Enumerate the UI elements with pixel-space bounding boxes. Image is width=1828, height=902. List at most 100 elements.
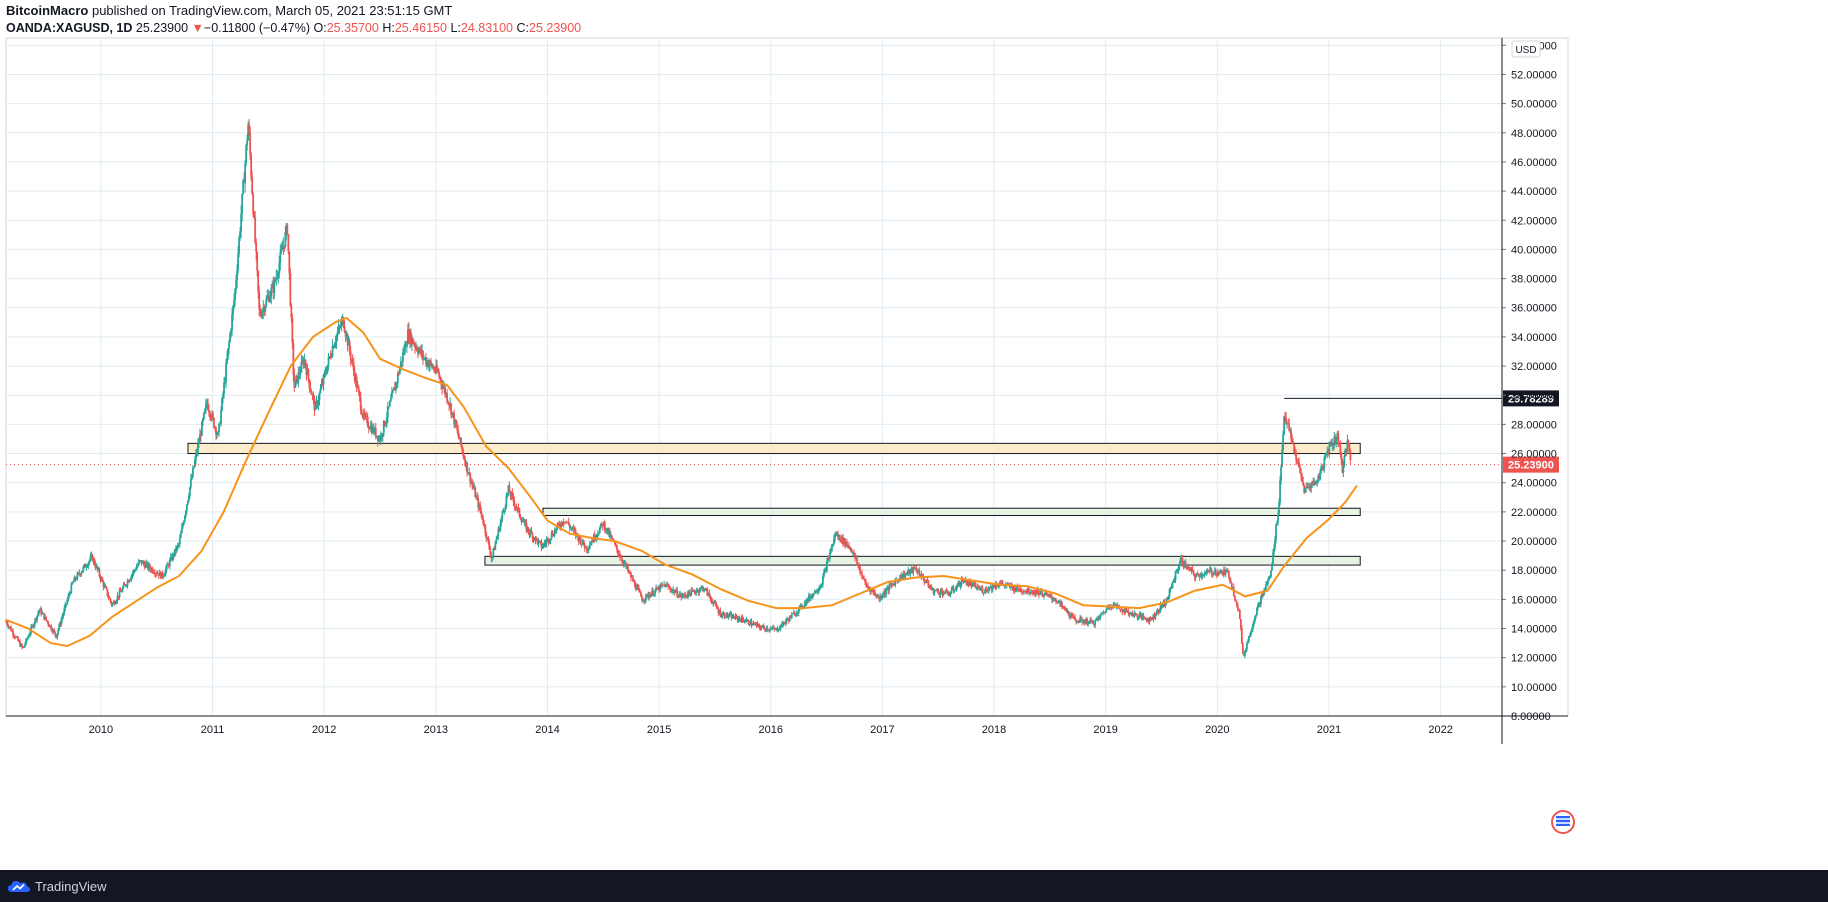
candle-body: [1170, 587, 1173, 589]
candle-body: [1137, 616, 1140, 618]
candle-body: [89, 556, 92, 561]
candle-body: [1217, 571, 1220, 574]
candle-body: [256, 252, 259, 271]
candle-body: [742, 619, 745, 622]
candle-body: [1325, 453, 1328, 455]
candle-body: [409, 331, 411, 342]
y-tick-label: 52.00000: [1511, 69, 1557, 81]
candle-body: [849, 547, 851, 549]
candle-body: [1067, 611, 1069, 613]
candle-body: [15, 637, 17, 638]
author-name[interactable]: BitcoinMacro: [6, 3, 89, 18]
candle-body: [74, 577, 77, 580]
candle-body: [628, 570, 630, 572]
candle-body: [36, 615, 39, 621]
candle-body: [546, 538, 549, 541]
candle-body: [526, 527, 529, 531]
candle-body: [1128, 612, 1131, 615]
candle-body: [1168, 589, 1171, 597]
candle-body: [738, 618, 741, 620]
candle-body: [958, 581, 961, 587]
candle-body: [1255, 614, 1257, 617]
candle-body: [459, 437, 462, 440]
candle-body: [852, 552, 854, 554]
candle-body: [552, 535, 555, 537]
candle-body: [242, 180, 245, 194]
candle-body: [167, 564, 170, 567]
candle-body: [700, 587, 703, 589]
candle-body: [354, 376, 357, 381]
candle-body: [948, 594, 951, 596]
candle-body: [907, 569, 910, 573]
candle-body: [141, 561, 144, 564]
candle-body: [989, 585, 992, 589]
candle-body: [375, 435, 378, 437]
candle-body: [443, 386, 445, 388]
candle-body: [1348, 443, 1351, 451]
candle-body: [523, 521, 526, 523]
candle-body: [379, 434, 382, 442]
candle-body: [920, 573, 923, 578]
candle-body: [826, 561, 828, 571]
y-tick-label: 10.00000: [1511, 682, 1557, 694]
candle-body: [278, 262, 281, 274]
candle-body: [606, 527, 609, 534]
candle-body: [1264, 589, 1266, 591]
candle-body: [414, 344, 416, 348]
candle-body: [618, 553, 620, 555]
candle-body: [1210, 569, 1213, 574]
candle-body: [1235, 601, 1238, 606]
candle-body: [832, 543, 834, 545]
support-zones[interactable]: [187, 442, 1361, 566]
candle-body: [1306, 487, 1309, 488]
candle-body: [1174, 571, 1177, 580]
candle-body: [911, 568, 914, 573]
candle-body: [1132, 615, 1135, 617]
candle-body: [13, 635, 15, 637]
candle-body: [106, 589, 109, 596]
candle-body: [932, 588, 935, 594]
candle-body: [90, 554, 93, 557]
candle-body: [609, 535, 612, 538]
candle-body: [339, 326, 342, 327]
candle-body: [685, 595, 688, 597]
candle-body: [584, 546, 587, 549]
symbol-label[interactable]: OANDA:XAGUSD, 1D: [6, 21, 133, 35]
candle-body: [699, 587, 702, 591]
candle-body: [747, 619, 750, 625]
open-label: O:: [313, 21, 327, 35]
candle-body: [451, 412, 454, 415]
candle-body: [722, 613, 725, 615]
y-tick-label: 12.00000: [1511, 653, 1557, 665]
candle-body: [183, 515, 186, 522]
candle-body: [381, 433, 384, 437]
candle-body: [725, 613, 728, 618]
candle-body: [239, 231, 242, 238]
candle-body: [777, 629, 780, 631]
candle-body: [482, 519, 485, 525]
candle-body: [886, 587, 889, 590]
candle-body: [18, 640, 20, 642]
candle-body: [655, 587, 657, 591]
candle-body: [1224, 570, 1227, 574]
candle-body: [101, 578, 104, 582]
y-tick-label: 20.00000: [1511, 536, 1557, 548]
tradingview-logo[interactable]: TradingView: [8, 879, 107, 894]
candle-body: [247, 124, 250, 141]
candle-body: [757, 623, 760, 626]
candle-body: [389, 398, 392, 402]
candle-body: [1155, 611, 1158, 616]
candle-body: [448, 403, 451, 406]
candle-body: [1206, 570, 1209, 572]
candle-body: [1335, 439, 1338, 443]
candle-body: [206, 402, 208, 404]
candle-body: [602, 522, 605, 527]
candle-body: [596, 534, 599, 536]
moving-average-line[interactable]: [5, 316, 1358, 648]
candle-body: [800, 604, 803, 608]
candle-body: [484, 524, 487, 534]
candle-body: [1234, 599, 1237, 602]
publisher-badge: [1551, 810, 1575, 834]
candle-body: [55, 634, 58, 638]
